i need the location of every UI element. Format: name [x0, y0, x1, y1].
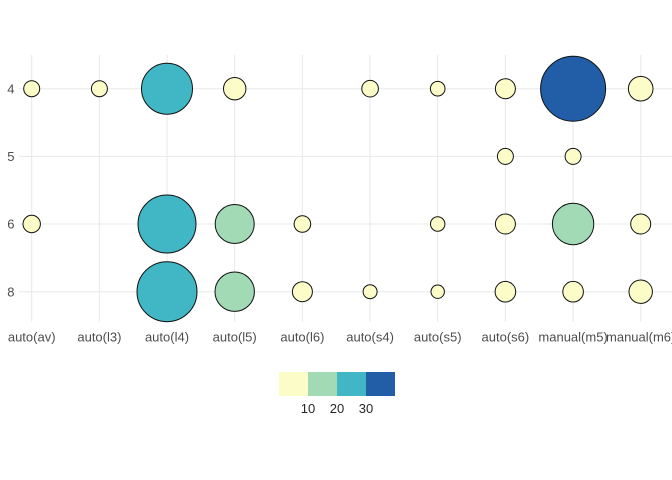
legend-swatch — [308, 372, 337, 396]
count-bubble — [494, 78, 516, 100]
count-bubble — [429, 80, 446, 97]
x-tick-label: auto(l3) — [77, 330, 121, 345]
legend-swatch — [366, 372, 395, 396]
x-tick-label: auto(l4) — [145, 330, 189, 345]
count-bubble — [551, 202, 595, 246]
count-bubble — [496, 147, 514, 165]
count-bubble — [540, 55, 607, 122]
count-bubble — [628, 279, 653, 304]
x-tick-label: auto(l5) — [213, 330, 257, 345]
count-bubble — [214, 204, 255, 244]
count-bubble — [361, 79, 379, 98]
legend-tick-label: 10 — [301, 401, 315, 416]
legend-swatch — [279, 372, 308, 396]
count-bubble — [23, 80, 41, 98]
count-bubble — [430, 216, 446, 232]
x-tick-label: auto(l6) — [280, 330, 324, 345]
count-bubble — [214, 271, 255, 312]
x-tick-label: auto(s5) — [414, 330, 462, 345]
count-bubble — [564, 147, 582, 165]
y-tick-label: 8 — [7, 284, 14, 299]
count-bubble — [291, 281, 313, 303]
count-bubble — [430, 284, 445, 299]
y-axis-labels: 4 5 6 8 — [7, 81, 14, 299]
count-bubble — [362, 284, 378, 300]
count-bubble — [90, 80, 108, 98]
count-bubble — [562, 280, 584, 303]
fill-legend: 10 20 30 — [279, 372, 395, 416]
legend-tick-label: 30 — [359, 401, 373, 416]
x-axis-labels: auto(av) auto(l3) auto(l4) auto(l5) auto(l6)… — [8, 330, 672, 345]
x-tick-label: auto(av) — [8, 330, 56, 345]
count-bubbles — [22, 55, 654, 323]
count-bubble — [22, 214, 41, 234]
y-tick-label: 6 — [7, 217, 14, 232]
x-tick-label: manual(m5) — [538, 330, 607, 345]
count-bubble — [630, 213, 652, 235]
count-bubble — [141, 62, 193, 115]
x-tick-label: manual(m6) — [606, 330, 672, 345]
legend-swatch — [337, 372, 366, 396]
panel-grid — [19, 55, 672, 322]
count-bubble — [137, 194, 197, 254]
x-tick-label: auto(s4) — [346, 330, 394, 345]
y-tick-label: 5 — [7, 149, 14, 164]
count-bubble — [293, 215, 312, 233]
count-bubble — [223, 77, 247, 101]
x-tick-label: auto(s6) — [482, 330, 530, 345]
count-bubble — [494, 280, 517, 303]
y-tick-label: 4 — [7, 81, 14, 96]
count-bubble — [627, 75, 654, 102]
count-bubble — [494, 213, 516, 235]
legend-tick-label: 20 — [330, 401, 344, 416]
count-bubble — [136, 261, 198, 323]
